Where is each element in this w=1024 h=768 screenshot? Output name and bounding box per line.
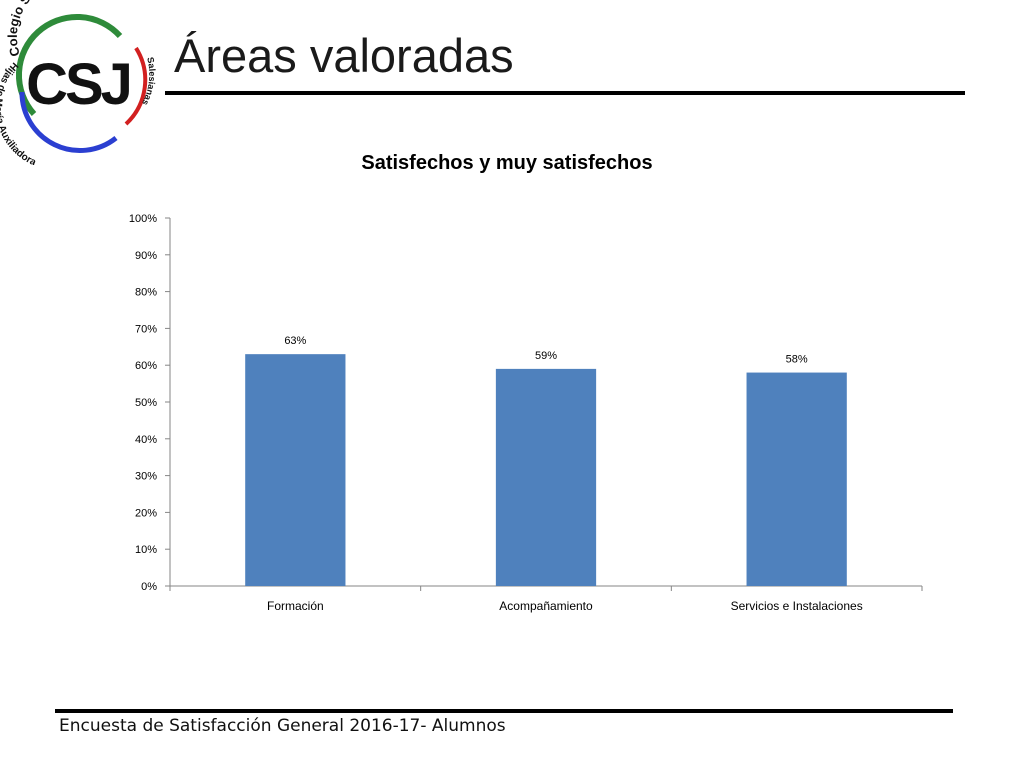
title-divider [165,91,965,95]
x-tick-label: Acompañamiento [499,599,593,613]
y-tick-label: 70% [135,323,157,335]
y-tick-label: 40% [135,434,157,446]
y-tick-label: 80% [135,287,157,299]
data-label: 58% [786,354,808,366]
data-label: 63% [284,335,306,347]
y-tick-label: 30% [135,471,157,483]
bar [495,368,597,586]
y-tick-label: 20% [135,507,157,519]
chart-title: Satisfechos y muy satisfechos [361,152,652,174]
x-tick-label: Servicios e Instalaciones [731,599,863,613]
y-tick-label: 50% [135,397,157,409]
page-title: Áreas valoradas [174,29,514,82]
data-label: 59% [535,350,557,362]
footer-divider [55,709,953,713]
footer-text: Encuesta de Satisfacción General 2016-17… [59,716,506,736]
y-tick-label: 60% [135,360,157,372]
x-tick-label: Formación [267,599,324,613]
logo-monogram: CSJ [26,52,130,117]
bar-chart: Satisfechos y muy satisfechos 0% 10% 20% 30… [129,152,923,613]
bar [245,354,346,586]
y-tick-label: 100% [129,213,157,225]
y-tick-label: 0% [141,581,157,593]
y-tick-label: 90% [135,250,157,262]
bar [746,372,847,586]
school-logo: Colegio San José Hijas de María Auxiliad… [0,0,157,165]
y-tick-label: 10% [135,544,157,556]
